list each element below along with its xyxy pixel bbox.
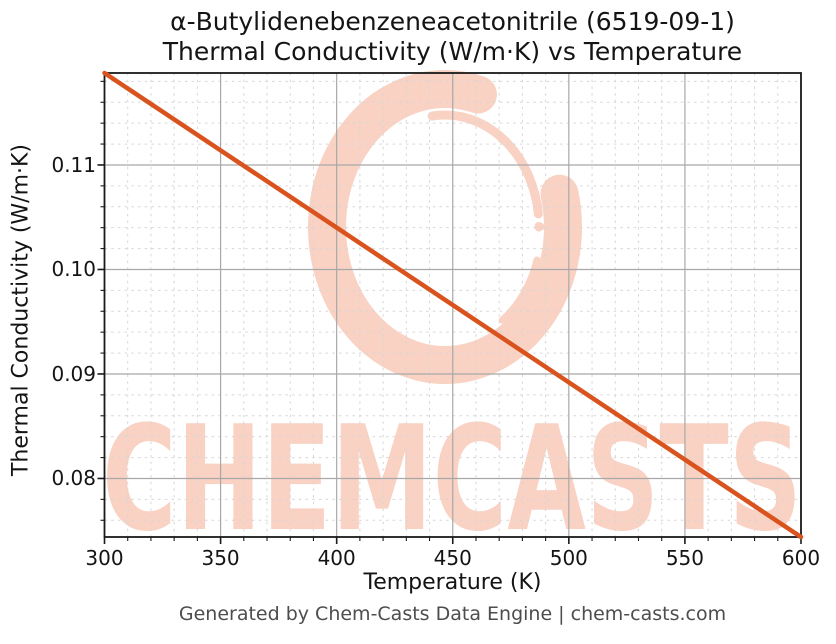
chart-title-line1: α-Butylidenebenzeneacetonitrile (6519-09… xyxy=(170,7,735,36)
x-tick-label: 550 xyxy=(665,546,704,570)
x-tick-label: 350 xyxy=(201,546,240,570)
x-tick-label: 400 xyxy=(317,546,356,570)
y-tick-label: 0.10 xyxy=(51,257,96,282)
y-tick-label: 0.11 xyxy=(51,152,96,177)
x-tick-label: 500 xyxy=(549,546,588,570)
chemcasts-logo-accent xyxy=(345,107,545,347)
chart-title-line2: Thermal Conductivity (W/m·K) vs Temperat… xyxy=(162,37,743,66)
chemcasts-logo-ring xyxy=(308,70,582,384)
data-series xyxy=(102,70,804,540)
chart-title: α-Butylidenebenzeneacetonitrile (6519-09… xyxy=(104,7,801,67)
chemcasts-watermark: CHEMCASTS xyxy=(102,70,802,564)
x-tick-label: 600 xyxy=(781,546,821,570)
x-tick-label: 300 xyxy=(85,546,124,570)
y-axis-label: Thermal Conductivity (W/m·K) xyxy=(8,143,34,477)
y-tick-label: 0.08 xyxy=(51,466,96,491)
x-axis-label: Temperature (K) xyxy=(363,570,542,595)
y-tick-label: 0.09 xyxy=(51,361,96,386)
footer-text: Generated by Chem-Casts Data Engine | ch… xyxy=(178,603,727,625)
chemcasts-logo-swoosh xyxy=(346,110,544,344)
axis-tick-marks xyxy=(97,80,802,544)
x-tick-label: 450 xyxy=(433,546,472,570)
